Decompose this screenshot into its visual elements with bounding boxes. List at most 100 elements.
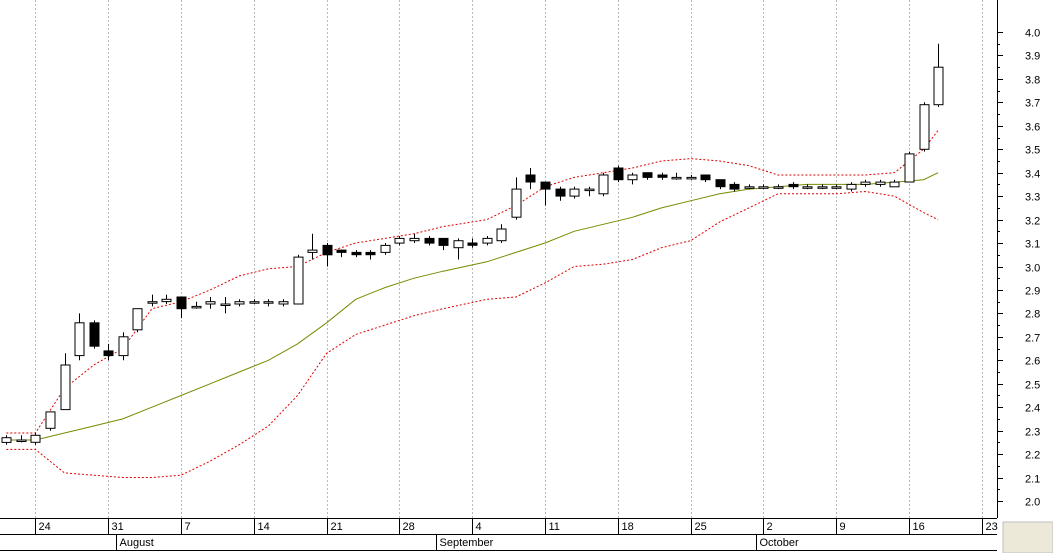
corner-panel bbox=[1002, 521, 1053, 553]
candle bbox=[74, 313, 85, 361]
x-tick-label: 16 bbox=[913, 521, 925, 533]
x-tick-label: 9 bbox=[840, 521, 846, 533]
candle-body-up bbox=[584, 188, 595, 192]
candle bbox=[831, 184, 842, 190]
x-tick-label: 28 bbox=[403, 521, 415, 533]
candle-body-up bbox=[132, 308, 143, 331]
candle-body-up bbox=[74, 322, 85, 357]
y-tick-label: 3.6 bbox=[1025, 122, 1040, 134]
candle bbox=[802, 184, 813, 190]
candle bbox=[482, 236, 493, 246]
candle bbox=[569, 186, 580, 199]
candle-body-up bbox=[118, 336, 129, 357]
candle bbox=[16, 435, 27, 443]
candle-body-down bbox=[540, 181, 551, 190]
candle-body-down bbox=[89, 322, 100, 347]
candle-body-up bbox=[161, 298, 172, 303]
x-tick-label: 18 bbox=[622, 521, 634, 533]
candle-body-down bbox=[365, 251, 376, 256]
candle bbox=[322, 243, 333, 267]
candle bbox=[511, 177, 522, 220]
candle-body-up bbox=[278, 301, 289, 305]
candle-body-up bbox=[627, 174, 638, 181]
candle-body-up bbox=[671, 176, 682, 180]
x-tick-label: 14 bbox=[258, 521, 270, 533]
candle bbox=[60, 353, 71, 411]
candle bbox=[758, 184, 769, 190]
x-tick-label: 24 bbox=[39, 521, 51, 533]
candle bbox=[889, 179, 900, 188]
candle bbox=[118, 332, 129, 361]
candle bbox=[249, 299, 260, 304]
candle-body-up bbox=[758, 186, 769, 189]
candle-body-up bbox=[904, 153, 915, 183]
candle bbox=[365, 250, 376, 260]
y-tick-label: 2.3 bbox=[1025, 427, 1040, 439]
candle bbox=[45, 411, 56, 431]
candle-body-up bbox=[191, 305, 202, 309]
y-tick-label: 3.4 bbox=[1025, 169, 1040, 181]
candle bbox=[147, 294, 158, 307]
candle-body-up bbox=[307, 249, 318, 253]
y-tick-label: 2.4 bbox=[1025, 403, 1040, 415]
candle bbox=[671, 172, 682, 180]
candle bbox=[729, 182, 740, 192]
y-tick-label: 3.3 bbox=[1025, 192, 1040, 204]
candle bbox=[394, 236, 405, 246]
candle-body-up bbox=[817, 186, 828, 189]
candle-body-up bbox=[394, 237, 405, 244]
candle-body-up bbox=[860, 181, 871, 185]
candle bbox=[860, 179, 871, 187]
plot-background bbox=[0, 0, 997, 518]
candle bbox=[409, 233, 420, 243]
candle bbox=[496, 224, 507, 243]
x-tick-label: 4 bbox=[476, 521, 482, 533]
candle bbox=[919, 102, 930, 152]
candle bbox=[205, 297, 216, 309]
candle bbox=[424, 236, 435, 246]
y-tick-label: 3.9 bbox=[1025, 51, 1040, 63]
candle-body-up bbox=[846, 183, 857, 190]
x-axis-ticks[interactable]: 24 31 7 14 21 28 4 11 18 25 2 9 16 23 August September O… bbox=[35, 518, 998, 550]
bollinger-bands bbox=[6, 130, 939, 478]
candle bbox=[1, 435, 12, 445]
y-tick-label: 2.0 bbox=[1025, 497, 1040, 509]
y-tick-label: 3.0 bbox=[1025, 263, 1040, 275]
candle bbox=[686, 175, 697, 180]
y-tick-label: 2.1 bbox=[1025, 474, 1040, 486]
candle-body-up bbox=[249, 301, 260, 304]
x-tick-label: 7 bbox=[185, 521, 191, 533]
candle bbox=[336, 249, 347, 258]
candle-body-down bbox=[642, 172, 653, 178]
candle bbox=[700, 174, 711, 183]
candle-body-down bbox=[555, 188, 566, 197]
x-tick-label: 25 bbox=[695, 521, 707, 533]
candle bbox=[132, 308, 143, 333]
candle-body-up bbox=[220, 303, 231, 306]
candle bbox=[540, 181, 551, 206]
candle bbox=[788, 182, 799, 190]
candle bbox=[715, 179, 726, 190]
x-tick-label: 21 bbox=[331, 521, 343, 533]
candle-body-down bbox=[103, 350, 114, 357]
candle-body-down bbox=[525, 174, 536, 183]
candle-body-up bbox=[496, 228, 507, 242]
y-tick-label: 2.9 bbox=[1025, 286, 1040, 298]
y-tick-label: 3.2 bbox=[1025, 216, 1040, 228]
month-label: August bbox=[120, 537, 154, 549]
month-label: September bbox=[440, 537, 494, 549]
candle bbox=[467, 238, 478, 248]
candle-body-up bbox=[380, 244, 391, 253]
bollinger-upper-line bbox=[6, 130, 939, 434]
candle bbox=[627, 172, 638, 185]
candle bbox=[904, 151, 915, 183]
candle-body-up bbox=[263, 301, 274, 304]
candle-body-down bbox=[424, 237, 435, 244]
y-axis-ticks[interactable]: 4.0 3.9 3.8 3.7 3.6 3.5 3.4 3.3 3.2 3.1 3.0 2.9 2.8 2… bbox=[997, 28, 1040, 509]
candle-body-up bbox=[919, 104, 930, 150]
candle bbox=[817, 184, 828, 190]
candle bbox=[875, 179, 886, 187]
candle bbox=[598, 172, 609, 197]
candle-body-up bbox=[205, 301, 216, 305]
candle-body-up bbox=[802, 186, 813, 189]
